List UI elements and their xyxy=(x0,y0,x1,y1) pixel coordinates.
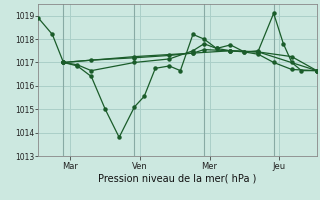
X-axis label: Pression niveau de la mer( hPa ): Pression niveau de la mer( hPa ) xyxy=(99,173,257,183)
